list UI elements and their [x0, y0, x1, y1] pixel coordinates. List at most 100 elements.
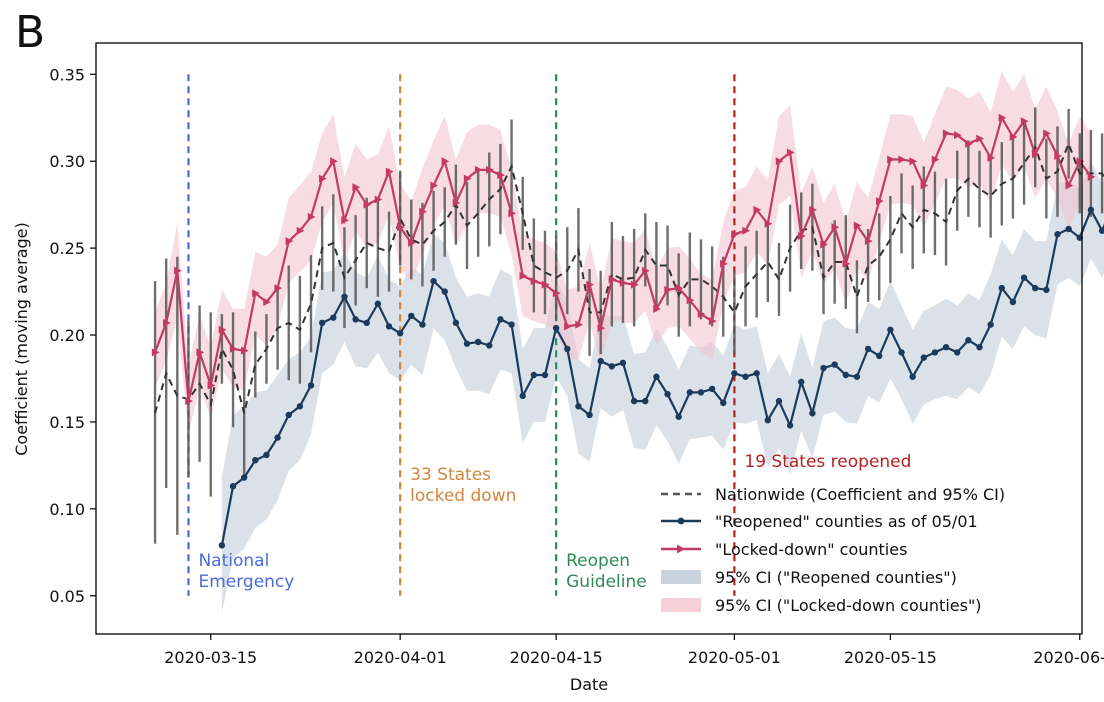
locked-down-point	[1087, 172, 1096, 181]
reopened-point	[664, 390, 671, 398]
reopened-point	[330, 314, 337, 321]
locked-down-point	[764, 219, 773, 228]
reopened-point	[753, 370, 760, 377]
event-label: Guideline	[566, 572, 647, 592]
reopened-point	[608, 363, 616, 370]
locked-down-point	[1020, 117, 1029, 126]
locked-down-point	[942, 129, 951, 138]
locked-down-point	[887, 155, 895, 164]
locked-down-point	[798, 231, 806, 240]
locked-down-point	[1032, 150, 1040, 159]
locked-down-point	[909, 157, 918, 166]
reopened-point	[708, 385, 716, 393]
locked-down-point	[218, 325, 227, 334]
locked-down-point	[775, 157, 784, 166]
reopened-point	[263, 451, 270, 459]
reopened-point	[853, 373, 861, 380]
locked-down-point	[441, 157, 450, 166]
event-label: Emergency	[198, 572, 294, 592]
reopened-point	[697, 389, 705, 396]
reopened-point	[441, 288, 448, 295]
locked-down-point	[675, 284, 684, 293]
locked-down-point	[552, 289, 561, 298]
reopened-point	[541, 371, 549, 379]
reopened-point	[374, 300, 382, 307]
locked-down-point	[240, 346, 249, 355]
locked-down-point	[586, 280, 595, 289]
locked-down-point	[162, 318, 171, 327]
locked-down-point	[463, 174, 472, 183]
legend: Nationwide (Coefficient and 95% CI) "Reop…	[661, 485, 1005, 615]
reopened-point	[998, 284, 1005, 292]
reopened-point	[497, 316, 504, 323]
reopened-point	[786, 422, 794, 429]
locked-down-point	[274, 284, 283, 293]
locked-down-point	[809, 205, 817, 214]
reopened-point	[764, 416, 772, 424]
reopened-point	[809, 410, 816, 417]
locked-down-point	[229, 344, 238, 353]
reopened-point	[218, 542, 226, 549]
reopened-point	[597, 357, 604, 365]
locked-down-point	[497, 171, 505, 180]
x-axis: 2020-03-15 2020-04-01 2020-04-15 2020-05-01…	[164, 634, 1104, 667]
reopened-point	[474, 338, 482, 346]
event-label: Reopen	[566, 551, 630, 571]
reopened-point	[252, 456, 259, 464]
locked-down-point	[363, 200, 372, 209]
locked-down-point	[285, 237, 294, 246]
locked-down-point	[786, 148, 795, 157]
legend-swatch-reopened-dot	[677, 517, 685, 525]
locked-down-point	[1054, 151, 1062, 160]
locked-down-point	[1076, 157, 1085, 166]
reopened-point	[1009, 298, 1017, 306]
reopened-point	[630, 397, 638, 405]
y-tick-label: 0.05	[49, 587, 85, 606]
reopened-point	[876, 352, 883, 360]
reopened-point	[976, 343, 983, 351]
reopened-point	[274, 434, 281, 441]
reopened-point	[285, 411, 292, 419]
legend-label: Nationwide (Coefficient and 95% CI)	[715, 485, 1005, 504]
event-label: locked down	[410, 486, 516, 506]
x-tick-label: 2020-03-15	[164, 648, 257, 667]
locked-down-point	[1043, 129, 1051, 138]
locked-down-point	[196, 348, 205, 357]
locked-down-series	[151, 113, 1096, 406]
locked-down-point	[597, 324, 606, 333]
locked-down-point	[753, 205, 762, 214]
locked-down-point	[307, 212, 316, 221]
locked-down-point	[408, 238, 416, 247]
locked-down-point	[318, 174, 327, 183]
reopened-point	[307, 382, 315, 389]
reopened-point	[452, 319, 460, 327]
reopened-point	[920, 354, 927, 361]
reopened-point	[552, 324, 560, 332]
reopened-point	[508, 321, 515, 328]
locked-down-point	[853, 221, 862, 230]
locked-down-point	[252, 289, 260, 298]
legend-label: 95% CI ("Locked-down counties")	[715, 596, 982, 615]
locked-down-point	[720, 259, 728, 268]
locked-down-point	[1065, 181, 1074, 190]
reopened-point	[1054, 231, 1061, 238]
reopened-point	[831, 361, 838, 368]
reopened-point	[1065, 225, 1072, 233]
locked-down-point	[263, 297, 271, 306]
legend-swatch-ci	[661, 570, 701, 584]
legend-label: "Reopened" counties as of 05/01	[715, 512, 978, 531]
locked-down-point	[430, 181, 439, 190]
y-tick-label: 0.25	[49, 239, 85, 258]
y-tick-label: 0.30	[49, 152, 85, 171]
x-axis-title: Date	[570, 675, 608, 694]
locked-down-point	[396, 223, 405, 232]
y-tick-label: 0.10	[49, 500, 85, 519]
legend-swatch-locked-down-marker	[677, 544, 685, 554]
locked-down-point	[1009, 132, 1018, 141]
y-axis: 0.05 0.10 0.15 0.20 0.25 0.30 0.35	[49, 65, 96, 606]
reopened-point	[229, 483, 237, 490]
reopened-point	[965, 337, 972, 344]
event-label: 33 States	[410, 465, 491, 485]
locked-down-point	[608, 275, 617, 284]
locked-down-point	[508, 209, 517, 218]
